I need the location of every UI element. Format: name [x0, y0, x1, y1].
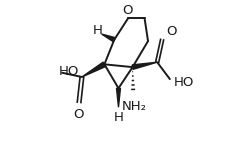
Text: NH₂: NH₂: [122, 100, 146, 113]
Text: H: H: [92, 24, 102, 37]
Text: O: O: [73, 108, 83, 121]
Text: HO: HO: [58, 65, 79, 78]
Polygon shape: [117, 88, 121, 107]
Polygon shape: [102, 34, 115, 42]
Text: H: H: [113, 111, 123, 124]
Text: HO: HO: [174, 76, 194, 89]
Polygon shape: [132, 62, 157, 69]
Text: O: O: [167, 25, 177, 38]
Text: O: O: [122, 4, 133, 17]
Polygon shape: [82, 62, 106, 77]
